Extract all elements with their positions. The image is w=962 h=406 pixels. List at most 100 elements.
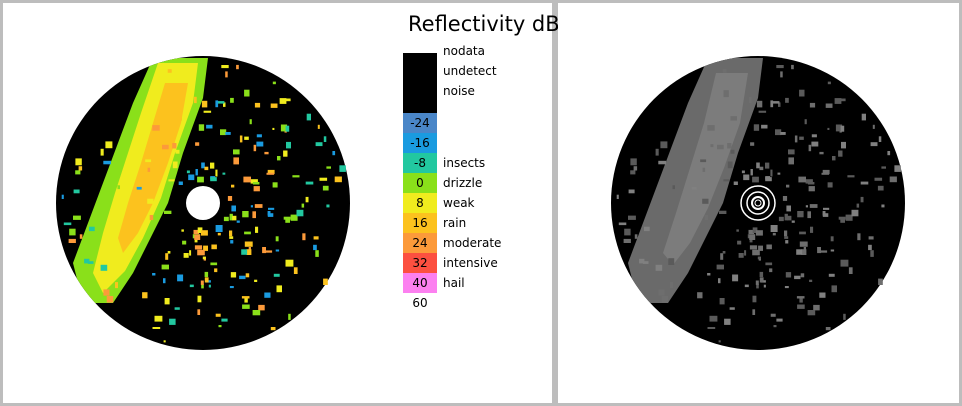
echo-speckle (772, 232, 776, 236)
echo-speckle (799, 296, 803, 303)
echo-speckle (181, 229, 184, 232)
colorbar-swatch (403, 53, 437, 73)
echo-speckle (223, 102, 226, 107)
echo-speckle (264, 151, 269, 155)
echo-speckle (117, 185, 120, 190)
echo-speckle (323, 136, 327, 142)
echo-speckle (730, 149, 735, 154)
echo-speckle (785, 240, 789, 244)
echo-speckle (894, 165, 901, 172)
echo-speckle (827, 127, 830, 130)
echo-speckle (756, 100, 763, 108)
echo-speckle (215, 100, 219, 108)
echo-speckle (264, 292, 271, 298)
echo-speckle (756, 162, 760, 169)
echo-speckle (103, 160, 111, 165)
echo-speckle (840, 218, 845, 223)
echo-speckle (801, 249, 807, 255)
echo-speckle (142, 292, 148, 299)
echo-speckle (210, 177, 217, 182)
echo-speckle (152, 125, 160, 131)
echo-speckle (283, 216, 291, 220)
echo-speckle (753, 124, 760, 131)
colorbar-value: 40 (412, 276, 428, 290)
echo-speckle (803, 247, 806, 251)
echo-speckle (169, 318, 176, 325)
echo-speckle (819, 292, 826, 298)
echo-speckle (887, 151, 891, 156)
echo-speckle (204, 271, 209, 277)
echo-speckle (709, 315, 718, 322)
colorbar-value: 16 (412, 216, 428, 230)
echo-speckle (878, 136, 882, 142)
echo-speckle (230, 97, 234, 103)
echo-speckle (272, 127, 275, 130)
echo-speckle (736, 229, 739, 232)
echo-speckle (221, 318, 228, 322)
echo-speckle (878, 278, 883, 285)
echo-speckle (811, 134, 817, 138)
echo-speckle (716, 264, 724, 270)
echo-speckle (78, 166, 83, 171)
echo-speckle (717, 144, 724, 150)
echo-speckle (749, 239, 753, 243)
echo-speckle (334, 176, 342, 183)
echo-speckle (724, 318, 731, 325)
echo-speckle (744, 284, 749, 288)
echo-speckle (718, 278, 721, 284)
echo-speckle (759, 166, 764, 171)
echo-speckle (268, 207, 275, 210)
echo-speckle (204, 277, 209, 283)
echo-speckle (177, 274, 184, 282)
echo-speckle (773, 325, 777, 328)
echo-speckle (808, 186, 815, 192)
echo-speckle (68, 238, 76, 243)
echo-speckle (727, 143, 732, 149)
echo-speckle (758, 110, 767, 113)
echo-speckle (805, 205, 808, 208)
echo-speckle (183, 253, 189, 258)
echo-speckle (100, 148, 104, 156)
echo-speckle (697, 292, 703, 299)
echo-speckle (186, 170, 190, 174)
echo-field (73, 58, 208, 303)
echo-speckle (874, 177, 883, 181)
echo-speckle (800, 273, 805, 278)
echo-speckle (856, 203, 860, 208)
colorbar-value: 32 (412, 256, 428, 270)
echo-speckle (163, 340, 166, 343)
echo-speckle (830, 236, 834, 242)
colorbar-category: nodata (443, 44, 485, 58)
echo-speckle (339, 165, 346, 172)
echo-speckle (239, 275, 246, 280)
echo-speckle (661, 296, 669, 303)
echo-speckle (799, 89, 805, 97)
echo-speckle (165, 253, 169, 260)
colorbar (403, 53, 437, 313)
echo-speckle (763, 284, 766, 288)
echo-speckle (819, 151, 824, 155)
echo-speckle (252, 310, 261, 316)
echo-speckle (807, 310, 816, 316)
echo-speckle (266, 172, 275, 175)
echo-speckle (861, 113, 866, 121)
echo-speckle (810, 226, 814, 233)
echo-speckle (784, 286, 789, 289)
colorbar-category: moderate (443, 236, 502, 250)
echo-speckle (618, 222, 627, 226)
echo-speckle (825, 103, 833, 108)
echo-speckle (672, 185, 675, 190)
echo-speckle (624, 228, 631, 236)
echo-speckle (870, 142, 878, 147)
echo-speckle (280, 124, 288, 132)
echo-speckle (796, 249, 803, 255)
echo-speckle (244, 89, 250, 97)
colorbar-swatch (403, 253, 437, 273)
echo-speckle (175, 116, 182, 121)
echo-speckle (236, 220, 240, 223)
echo-speckle (203, 245, 208, 251)
echo-speckle (315, 142, 323, 147)
echo-speckle (218, 325, 222, 328)
echo-speckle (765, 262, 773, 266)
echo-speckle (748, 229, 755, 235)
